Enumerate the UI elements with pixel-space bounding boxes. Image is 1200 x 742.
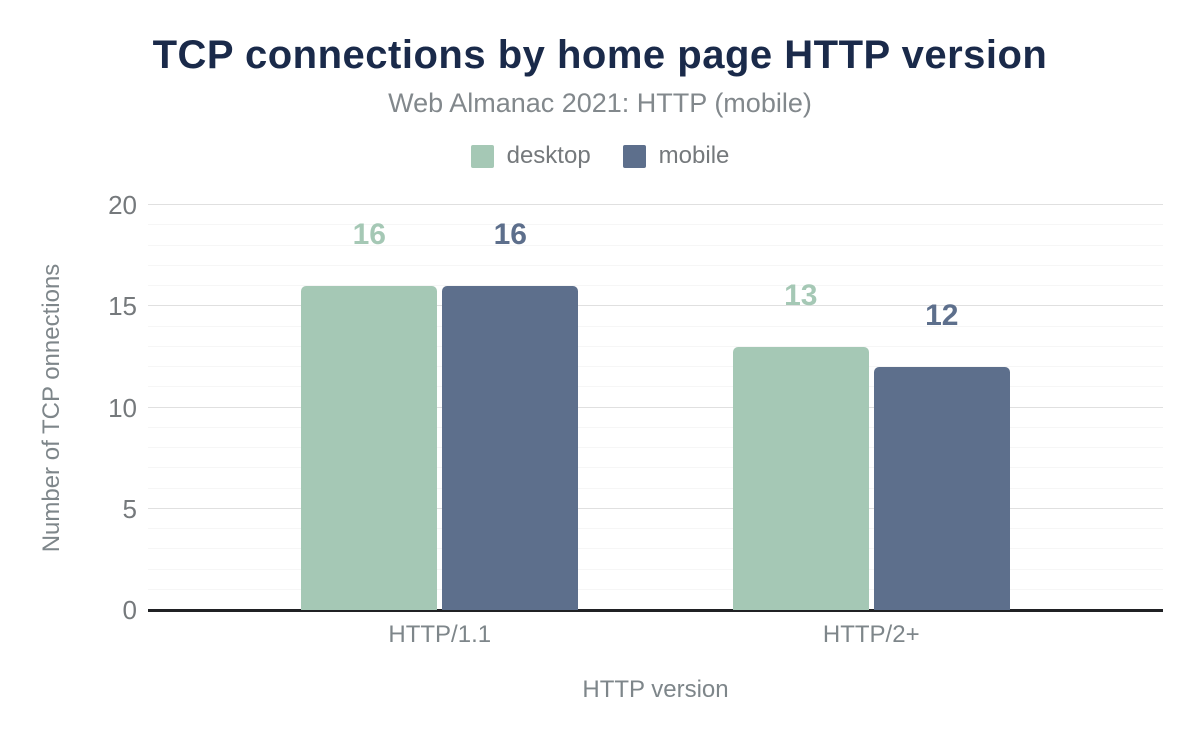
bar-value-desktop-http11: 16 <box>352 218 386 251</box>
legend-label-desktop: desktop <box>506 142 591 169</box>
bar-value-desktop-http2: 13 <box>784 278 818 312</box>
major-gridline-20 <box>148 204 1163 205</box>
chart-subtitle: Web Almanac 2021: HTTP (mobile) <box>388 88 812 118</box>
minor-gridline-8 <box>148 447 1163 448</box>
legend-swatch-mobile <box>622 144 646 168</box>
y-tick-20: 20 <box>108 190 137 220</box>
minor-gridline-6 <box>148 487 1163 489</box>
minor-gridline-11 <box>148 386 1163 388</box>
major-gridline-5 <box>148 507 1163 509</box>
major-gridline-10 <box>148 406 1163 408</box>
legend-swatch-desktop <box>470 144 494 168</box>
minor-gridline-2 <box>148 568 1163 570</box>
bar-mobile-http2 <box>873 367 1010 610</box>
minor-gridline-4 <box>148 528 1163 529</box>
x-axis-title: HTTP version <box>582 676 729 703</box>
minor-gridline-13 <box>148 345 1163 347</box>
minor-gridline-1 <box>148 588 1163 590</box>
y-tick-10: 10 <box>108 392 137 423</box>
minor-gridline-19 <box>148 224 1163 226</box>
plot-area: 16 16 HTTP/1.1 13 12 HTTP/2+ <box>148 204 1163 648</box>
bar-value-mobile-http11: 16 <box>493 218 527 251</box>
minor-gridline-16 <box>148 285 1163 286</box>
legend-item-desktop: desktop <box>470 142 591 170</box>
bar-desktop-http2 <box>732 346 869 610</box>
x-category-label-http11: HTTP/1.1 <box>388 621 492 648</box>
minor-gridline-12 <box>148 366 1163 367</box>
bar-mobile-http11 <box>442 286 579 610</box>
minor-gridline-3 <box>148 548 1163 550</box>
chart-title: TCP connections by home page HTTP versio… <box>152 33 1048 77</box>
y-tick-5: 5 <box>122 493 137 524</box>
major-gridline-15 <box>148 305 1163 307</box>
bar-value-mobile-http2: 12 <box>925 299 959 332</box>
minor-gridline-18 <box>148 244 1163 246</box>
minor-gridline-7 <box>148 467 1163 469</box>
x-axis-line <box>148 609 1163 612</box>
y-axis-title: Number of TCP onnections <box>38 263 65 553</box>
legend-label-mobile: mobile <box>658 142 730 169</box>
legend-item-mobile: mobile <box>622 142 730 170</box>
y-tick-15: 15 <box>108 291 137 322</box>
y-tick-0: 0 <box>122 595 137 625</box>
x-category-label-http2: HTTP/2+ <box>822 621 920 648</box>
chart-legend: desktop mobile <box>0 142 1200 170</box>
minor-gridline-14 <box>148 325 1163 327</box>
minor-gridline-9 <box>148 426 1163 428</box>
minor-gridline-17 <box>148 264 1163 266</box>
bar-desktop-http11 <box>301 286 438 610</box>
